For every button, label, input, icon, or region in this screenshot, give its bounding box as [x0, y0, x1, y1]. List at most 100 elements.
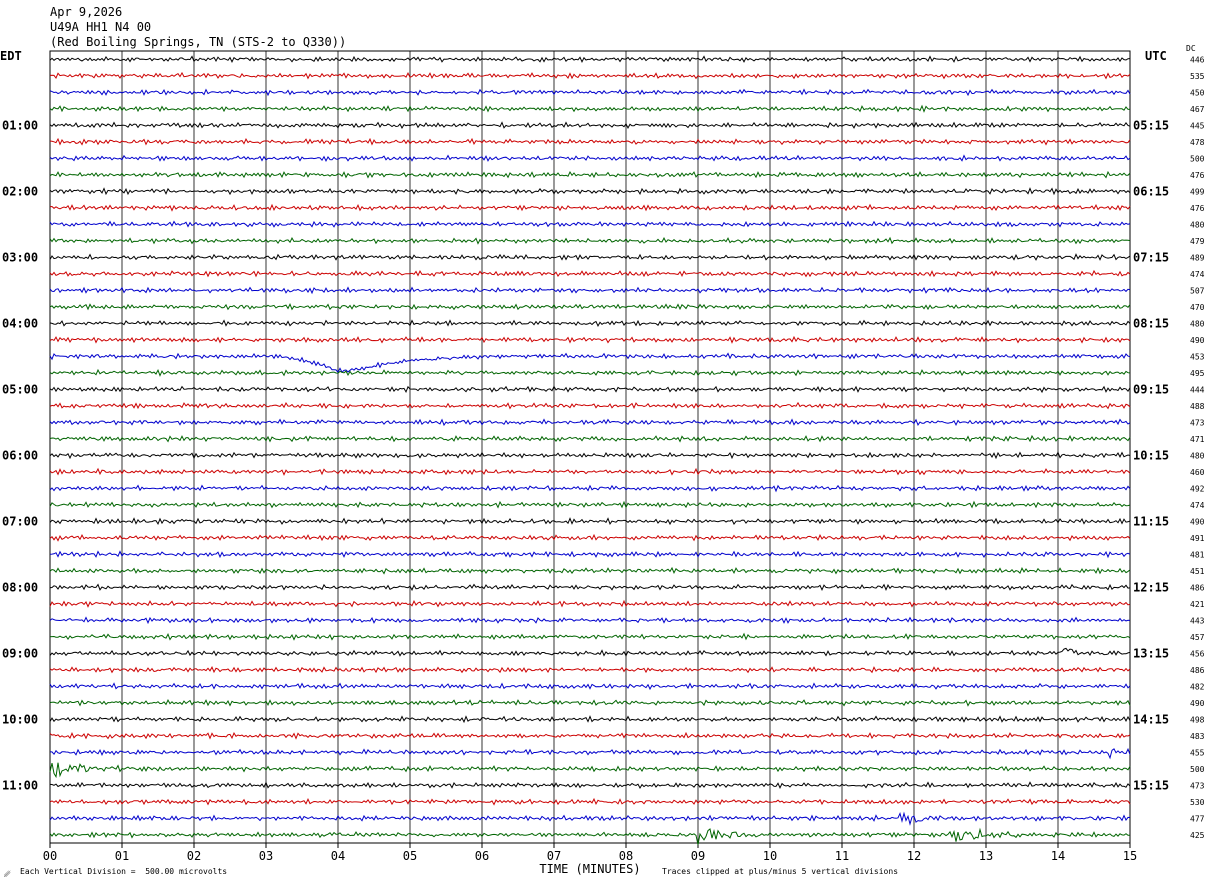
trace-36 — [49, 632, 1131, 641]
dc-value-40: 490 — [1190, 699, 1205, 708]
edt-label-09:00: 09:00 — [2, 646, 38, 660]
dc-value-20: 495 — [1190, 369, 1205, 378]
dc-value-39: 482 — [1190, 682, 1205, 691]
x-tick-label-14: 14 — [1051, 849, 1065, 863]
dc-value-2: 535 — [1190, 72, 1205, 81]
dc-value-38: 486 — [1190, 666, 1205, 675]
plot-frame — [49, 50, 1131, 844]
x-tick-label-12: 12 — [907, 849, 921, 863]
dc-value-24: 471 — [1190, 435, 1205, 444]
trace-38 — [49, 666, 1131, 674]
trace-7 — [49, 154, 1131, 163]
trace-9 — [49, 187, 1131, 196]
trace-17 — [49, 319, 1131, 328]
edt-label-10:00: 10:00 — [2, 712, 38, 726]
dc-value-3: 450 — [1190, 88, 1205, 97]
x-tick-label-01: 01 — [115, 849, 129, 863]
dc-value-16: 470 — [1190, 303, 1205, 312]
trace-32 — [49, 566, 1131, 575]
trace-29 — [49, 517, 1131, 526]
dc-value-11: 480 — [1190, 220, 1205, 229]
dc-value-33: 486 — [1190, 583, 1205, 592]
x-tick-label-15: 15 — [1123, 849, 1137, 863]
dc-value-23: 473 — [1190, 418, 1205, 427]
dc-value-13: 489 — [1190, 253, 1205, 262]
trace-28 — [49, 500, 1131, 509]
dc-value-9: 499 — [1190, 187, 1205, 196]
utc-label-10:15: 10:15 — [1133, 448, 1169, 462]
trace-33 — [49, 583, 1131, 592]
dc-value-48: 425 — [1190, 831, 1205, 840]
dc-value-18: 490 — [1190, 336, 1205, 345]
trace-6 — [49, 137, 1131, 146]
x-tick-label-04: 04 — [331, 849, 345, 863]
trace-26 — [49, 467, 1131, 476]
x-tick-label-02: 02 — [187, 849, 201, 863]
dc-value-47: 477 — [1190, 814, 1205, 823]
dc-value-19: 453 — [1190, 352, 1205, 361]
dc-value-37: 456 — [1190, 649, 1205, 658]
dc-value-15: 507 — [1190, 286, 1205, 295]
trace-10 — [49, 203, 1131, 212]
trace-35 — [49, 616, 1131, 625]
dc-value-32: 451 — [1190, 567, 1205, 576]
x-tick-label-03: 03 — [259, 849, 273, 863]
dc-value-25: 480 — [1190, 451, 1205, 460]
trace-37 — [49, 647, 1131, 657]
trace-46 — [49, 797, 1131, 806]
trace-44 — [49, 762, 1131, 779]
trace-41 — [49, 715, 1131, 724]
edt-label-11:00: 11:00 — [2, 778, 38, 792]
dc-value-1: 446 — [1190, 55, 1205, 64]
x-tick-label-11: 11 — [835, 849, 849, 863]
clipping-note: Traces clipped at plus/minus 5 vertical … — [662, 867, 899, 876]
utc-label-15:15: 15:15 — [1133, 778, 1169, 792]
edt-label-02:00: 02:00 — [2, 184, 38, 198]
trace-11 — [49, 220, 1131, 228]
dc-value-10: 476 — [1190, 204, 1205, 213]
trace-30 — [49, 533, 1131, 542]
header-date: Apr 9,2026 — [50, 5, 123, 19]
dc-value-43: 455 — [1190, 748, 1205, 757]
dc-value-36: 457 — [1190, 633, 1205, 642]
utc-label-11:15: 11:15 — [1133, 514, 1169, 528]
trace-34 — [49, 599, 1131, 608]
dc-value-31: 481 — [1190, 550, 1205, 559]
trace-19 — [49, 352, 1131, 374]
edt-label-07:00: 07:00 — [2, 514, 38, 528]
dc-value-45: 473 — [1190, 781, 1205, 790]
edt-label-06:00: 06:00 — [2, 448, 38, 462]
trace-25 — [49, 451, 1131, 460]
trace-40 — [49, 698, 1131, 707]
utc-label-12:15: 12:15 — [1133, 580, 1169, 594]
trace-12 — [49, 236, 1131, 245]
trace-48 — [49, 827, 1130, 845]
trace-43 — [50, 747, 1131, 760]
trace-27 — [49, 484, 1131, 493]
trace-18 — [49, 335, 1131, 344]
x-tick-label-06: 06 — [475, 849, 489, 863]
edt-axis-label: EDT — [0, 49, 22, 63]
x-axis-title: TIME (MINUTES) — [539, 862, 640, 876]
x-tick-label-09: 09 — [691, 849, 705, 863]
trace-1 — [49, 55, 1131, 63]
trace-31 — [49, 550, 1131, 559]
x-tick-label-00: 00 — [43, 849, 57, 863]
x-tick-label-08: 08 — [619, 849, 633, 863]
edt-label-03:00: 03:00 — [2, 250, 38, 264]
trace-8 — [49, 170, 1131, 179]
dc-value-22: 488 — [1190, 402, 1205, 411]
trace-39 — [49, 682, 1131, 691]
dc-value-8: 476 — [1190, 171, 1205, 180]
dc-value-29: 490 — [1190, 517, 1205, 526]
utc-label-07:15: 07:15 — [1133, 250, 1169, 264]
trace-45 — [49, 781, 1131, 790]
dc-value-46: 530 — [1190, 798, 1205, 807]
utc-label-13:15: 13:15 — [1133, 646, 1169, 660]
dc-value-12: 479 — [1190, 237, 1205, 246]
trace-5 — [49, 121, 1131, 130]
dc-value-42: 483 — [1190, 732, 1205, 741]
trace-20 — [49, 368, 1131, 377]
dc-value-17: 480 — [1190, 319, 1205, 328]
